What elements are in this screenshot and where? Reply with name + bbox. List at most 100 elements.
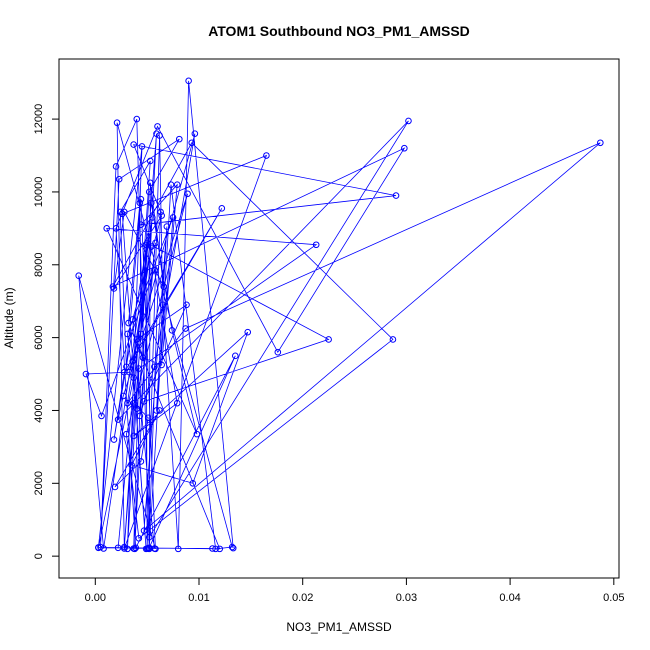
data-point [126, 368, 133, 376]
data-point [184, 190, 191, 198]
series-line [78, 80, 601, 550]
data-point [136, 199, 144, 207]
data-point [95, 544, 102, 552]
data-point [185, 77, 192, 85]
data-point [158, 361, 165, 369]
data-point [129, 316, 136, 323]
data-point [113, 119, 121, 127]
y-tick-label: 0 [33, 553, 45, 559]
x-tick-label: 0.05 [603, 592, 624, 604]
data-point [124, 545, 131, 553]
data-point [145, 188, 153, 196]
data-point [401, 144, 408, 152]
data-point [125, 319, 132, 327]
data-point [137, 221, 145, 229]
y-tick-label: 10000 [33, 177, 45, 208]
data-point [114, 544, 122, 552]
data-point [156, 407, 163, 414]
data-point [147, 243, 155, 250]
data-point [193, 430, 201, 438]
data-point [153, 130, 160, 137]
data-point [143, 239, 151, 247]
data-point [146, 179, 154, 187]
x-tick-label: 0.00 [85, 592, 106, 604]
data-point [244, 328, 252, 336]
data-point [182, 325, 189, 332]
data-point [114, 416, 122, 423]
data-point [121, 208, 128, 216]
x-axis-label: NO3_PM1_AMSSD [286, 620, 392, 634]
x-tick-label: 0.01 [188, 592, 209, 604]
data-point [209, 545, 216, 552]
data-point [389, 336, 397, 343]
data-point [191, 130, 199, 137]
data-point [173, 181, 181, 188]
data-point [325, 336, 332, 343]
data-point [146, 157, 154, 165]
data-point [149, 214, 156, 221]
data-point [153, 407, 160, 414]
data-point [597, 139, 604, 147]
data-point [218, 205, 226, 212]
y-tick-label: 12000 [33, 104, 45, 135]
data-point [115, 175, 123, 183]
data-point [133, 115, 141, 123]
data-point [231, 352, 239, 360]
data-point [157, 208, 164, 216]
data-point [136, 412, 144, 420]
data-point [135, 365, 143, 372]
data-point [123, 363, 130, 371]
data-point [135, 535, 143, 542]
data-point [123, 430, 130, 438]
data-point [140, 527, 148, 534]
y-tick-label: 6000 [33, 325, 45, 349]
data-point [263, 152, 270, 159]
data-point [112, 225, 120, 232]
data-point [98, 412, 105, 420]
data-point [137, 195, 145, 203]
chart-title: ATOM1 Southbound NO3_PM1_AMSSD [208, 23, 470, 39]
data-point [145, 533, 153, 541]
data-point [183, 301, 190, 309]
data-point [175, 135, 183, 143]
data-point [158, 212, 165, 219]
x-axis: 0.00 0.01 0.02 0.03 0.04 0.05 [85, 578, 625, 604]
data-point [130, 432, 137, 440]
data-point [229, 544, 237, 552]
y-tick-label: 4000 [33, 398, 45, 422]
data-point [228, 543, 236, 551]
data-point [159, 301, 167, 309]
data-point [151, 363, 158, 371]
data-point [140, 398, 148, 405]
data-point [118, 210, 126, 218]
data-point [130, 399, 137, 407]
data-point [128, 461, 135, 469]
data-point [392, 192, 400, 199]
data-point [405, 117, 412, 125]
data-point [137, 458, 145, 465]
data-point [137, 330, 145, 338]
x-tick-label: 0.04 [499, 592, 520, 604]
data-point [167, 181, 175, 188]
data-point [145, 544, 153, 552]
data-point [133, 405, 141, 412]
data-point [189, 480, 197, 487]
data-point [151, 266, 158, 274]
data-point [124, 399, 131, 407]
y-tick-label: 2000 [33, 471, 45, 495]
data-point [139, 354, 147, 361]
data-point [173, 399, 181, 407]
y-axis-label: Altitude (m) [2, 287, 16, 348]
data-point [154, 123, 161, 130]
data-point [132, 544, 140, 552]
data-point [133, 336, 141, 343]
data-point [111, 483, 119, 491]
data-point [103, 225, 111, 232]
data-point [174, 545, 182, 553]
series-layer [75, 77, 604, 553]
data-point [138, 143, 146, 150]
data-point [119, 392, 127, 400]
data-point [152, 239, 159, 247]
data-point [130, 141, 137, 148]
